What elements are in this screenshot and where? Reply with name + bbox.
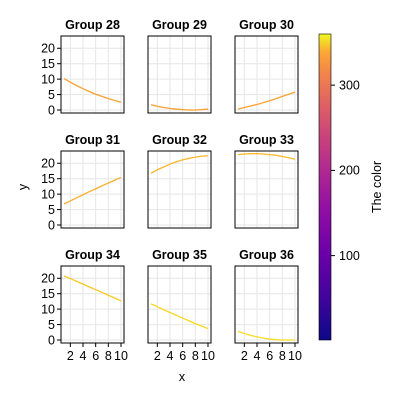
colorbar-gradient <box>318 33 332 341</box>
y-tick-label: 10 <box>41 72 55 86</box>
colorbar: 100 200 300 The color <box>318 33 384 341</box>
panel-title: Group 30 <box>239 18 294 32</box>
x-tick-label: 8 <box>192 349 199 363</box>
panel-frame <box>234 150 299 229</box>
panel-frame <box>147 265 212 344</box>
colorbar-tick-label: 200 <box>339 164 360 178</box>
panel-frame <box>60 35 125 114</box>
y-tick-label: 15 <box>41 172 55 186</box>
panel-frame <box>60 150 125 229</box>
x-tick-label: 10 <box>288 349 302 363</box>
panel-frame <box>147 35 212 114</box>
panel-title: Group 36 <box>239 248 294 262</box>
facet-panel: Group 33 <box>234 133 299 229</box>
y-tick-label: 5 <box>48 318 55 332</box>
colorbar-tick-label: 300 <box>339 78 360 92</box>
facet-panel: Group 35 2 4 6 8 10 <box>147 248 215 363</box>
y-tick-label: 20 <box>41 157 55 171</box>
x-tick-label: 10 <box>114 349 128 363</box>
y-tick-label: 0 <box>48 218 55 232</box>
x-tick-label: 2 <box>154 349 161 363</box>
y-tick-label: 5 <box>48 203 55 217</box>
x-axis-label: x <box>179 370 186 384</box>
panel-title: Group 31 <box>65 133 120 147</box>
colorbar-tick-label: 100 <box>339 249 360 263</box>
y-tick-label: 20 <box>41 42 55 56</box>
panel-title: Group 32 <box>152 133 207 147</box>
series-line <box>63 176 122 205</box>
y-tick-label: 15 <box>41 57 55 71</box>
y-tick-label: 0 <box>48 103 55 117</box>
y-tick-label: 0 <box>48 333 55 347</box>
x-tick-label: 4 <box>80 349 87 363</box>
x-tick-label: 6 <box>92 349 99 363</box>
x-tick-label: 10 <box>201 349 215 363</box>
series-line <box>150 155 209 174</box>
y-tick-label: 10 <box>41 302 55 316</box>
facet-panel: Group 36 2 4 6 8 10 <box>234 248 302 363</box>
series-line <box>150 104 209 111</box>
series-line <box>237 153 296 160</box>
facet-panel: Group 30 <box>234 18 299 114</box>
panel-frame <box>147 150 212 229</box>
series-line <box>150 303 209 330</box>
y-tick-label: 15 <box>41 287 55 301</box>
panel-frame <box>234 265 299 344</box>
x-tick-label: 6 <box>266 349 273 363</box>
x-tick-label: 8 <box>105 349 112 363</box>
panel-title: Group 34 <box>65 248 120 262</box>
series-line <box>63 275 122 302</box>
panel-title: Group 29 <box>152 18 207 32</box>
x-tick-label: 2 <box>241 349 248 363</box>
panel-frame <box>60 265 125 344</box>
x-tick-label: 4 <box>167 349 174 363</box>
colorbar-label: The color <box>370 161 384 213</box>
panel-title: Group 35 <box>152 248 207 262</box>
x-tick-label: 4 <box>254 349 261 363</box>
facet-panel: Group 29 <box>147 18 212 114</box>
series-line <box>237 91 296 110</box>
facet-panel: Group 32 <box>147 133 212 229</box>
y-tick-label: 10 <box>41 187 55 201</box>
panel-title: Group 33 <box>239 133 294 147</box>
x-tick-label: 2 <box>67 349 74 363</box>
y-tick-label: 5 <box>48 88 55 102</box>
x-tick-label: 6 <box>179 349 186 363</box>
series-line <box>63 77 122 103</box>
y-axis-label: y <box>16 183 30 190</box>
series-line <box>237 330 295 341</box>
x-tick-label: 8 <box>279 349 286 363</box>
panel-title: Group 28 <box>65 18 120 32</box>
panel-frame <box>234 35 299 114</box>
y-tick-label: 20 <box>41 272 55 286</box>
